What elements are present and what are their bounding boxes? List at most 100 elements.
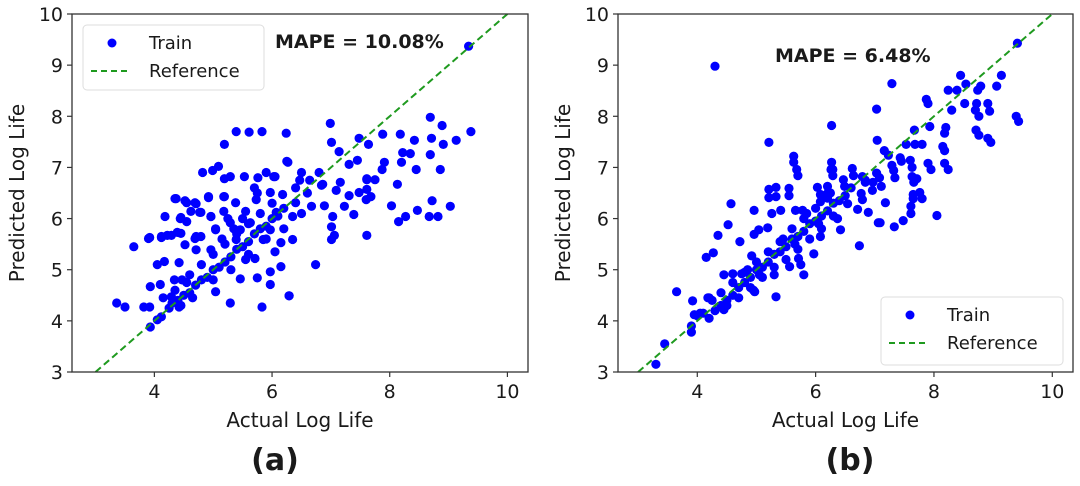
train-point <box>427 196 437 206</box>
legend-b: Train Reference <box>880 296 1064 366</box>
train-point <box>291 183 301 193</box>
train-point <box>713 230 723 240</box>
train-point <box>932 210 942 221</box>
train-point <box>921 94 931 104</box>
train-point <box>279 224 289 234</box>
train-point <box>265 279 275 290</box>
train-point <box>169 275 179 285</box>
train-point <box>425 150 435 160</box>
train-point <box>278 189 288 200</box>
train-point <box>901 139 911 149</box>
train-point <box>411 164 421 175</box>
train-point <box>735 237 745 247</box>
train-point <box>907 162 917 172</box>
train-point <box>158 293 168 303</box>
x-tick-label: 4 <box>148 381 160 403</box>
reference-line <box>637 14 1053 372</box>
train-point <box>734 293 744 303</box>
train-point <box>217 234 227 244</box>
train-point <box>219 192 229 202</box>
train-point <box>796 260 806 270</box>
train-point <box>354 133 364 143</box>
train-point <box>799 226 809 236</box>
legend-reference-label-a: Reference <box>149 61 240 82</box>
train-point <box>344 159 354 169</box>
train-point <box>769 270 779 280</box>
train-point <box>239 172 249 182</box>
train-point <box>145 302 155 312</box>
train-point <box>917 139 927 149</box>
train-point <box>196 260 206 270</box>
legend-box-a <box>82 24 265 91</box>
train-point <box>261 234 271 244</box>
train-point <box>771 182 781 192</box>
train-point <box>170 285 180 295</box>
train-point <box>325 118 335 128</box>
train-point <box>352 155 362 165</box>
train-point <box>872 104 882 114</box>
train-point <box>996 70 1007 80</box>
train-point <box>701 252 711 262</box>
train-point <box>905 155 915 165</box>
y-tick-label: 4 <box>51 311 63 333</box>
train-point <box>326 234 337 245</box>
train-point <box>889 222 899 232</box>
train-point <box>707 295 717 305</box>
train-point <box>225 172 235 182</box>
train-point <box>276 238 286 248</box>
train-point <box>288 211 298 222</box>
y-tick-label: 9 <box>597 55 609 77</box>
train-point <box>213 161 224 171</box>
train-point <box>828 211 839 221</box>
train-point <box>887 79 897 89</box>
train-point <box>409 135 419 145</box>
train-point <box>238 214 248 224</box>
legend-reference-label-b: Reference <box>947 333 1038 354</box>
train-point <box>120 302 130 312</box>
train-point <box>925 121 935 132</box>
train-point <box>182 217 192 227</box>
train-point <box>743 265 753 275</box>
y-tick-label: 7 <box>51 157 63 179</box>
y-tick-label: 8 <box>51 106 63 128</box>
train-point <box>273 211 283 221</box>
train-point <box>156 312 166 322</box>
train-point <box>306 201 317 211</box>
x-tick-label: 6 <box>810 381 822 403</box>
train-point <box>896 156 907 166</box>
train-point <box>225 298 235 308</box>
train-point <box>243 237 254 247</box>
train-point <box>751 257 762 267</box>
train-point <box>764 184 774 194</box>
train-point <box>943 85 953 95</box>
train-point <box>396 157 407 167</box>
train-point <box>186 206 196 216</box>
y-tick-label: 3 <box>597 362 609 384</box>
y-ticks-b: 3 4 5 6 7 8 9 10 <box>585 4 618 384</box>
train-point <box>985 106 995 116</box>
legend-a: Train Reference <box>82 24 265 91</box>
train-point <box>281 128 291 138</box>
x-tick-label: 10 <box>495 381 519 403</box>
train-point <box>789 151 799 161</box>
train-point <box>805 234 815 244</box>
train-point <box>188 293 198 303</box>
train-point <box>827 157 837 167</box>
x-tick-label: 6 <box>266 381 278 403</box>
x-axis-label-b: Actual Log Life <box>772 408 919 432</box>
train-point <box>466 127 476 137</box>
train-point <box>956 70 966 80</box>
train-point <box>295 175 305 185</box>
train-point <box>252 188 262 198</box>
train-point <box>763 223 773 233</box>
train-point <box>433 211 443 222</box>
train-point <box>983 133 993 143</box>
train-point <box>825 188 836 198</box>
train-point <box>1011 111 1021 121</box>
train-point <box>769 262 779 272</box>
train-point <box>719 270 729 280</box>
train-point <box>880 198 891 208</box>
train-point <box>835 225 846 235</box>
train-point <box>291 198 301 208</box>
